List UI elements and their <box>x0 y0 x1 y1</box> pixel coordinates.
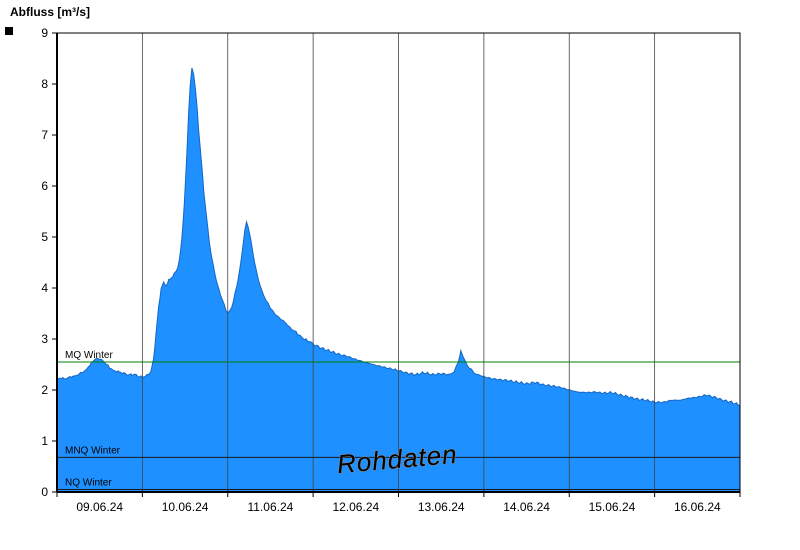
chart-title: Abfluss [m³/s] <box>10 5 91 19</box>
y-tick-label: 8 <box>41 77 48 91</box>
y-tick-label: 0 <box>41 485 48 499</box>
y-tick-label: 5 <box>41 230 48 244</box>
x-tick-label: 11.06.24 <box>248 500 294 514</box>
x-tick-label: 13.06.24 <box>418 500 465 514</box>
x-tick-label: 15.06.24 <box>589 500 636 514</box>
ref-label-mnq-winter: MNQ Winter <box>65 445 121 456</box>
discharge-line <box>56 67 741 406</box>
y-tick-label: 7 <box>41 128 48 142</box>
x-tick-label: 12.06.24 <box>332 500 379 514</box>
y-tick-label: 9 <box>41 26 48 40</box>
y-tick-label: 4 <box>41 281 48 295</box>
y-tick-label: 3 <box>41 332 48 346</box>
y-tick-label: 2 <box>41 383 48 397</box>
ref-label-nq-winter: NQ Winter <box>65 477 112 488</box>
x-tick-label: 16.06.24 <box>674 500 721 514</box>
corner-marker-icon <box>5 27 13 35</box>
ref-label-mq-winter: MQ Winter <box>65 350 113 361</box>
y-tick-label: 6 <box>41 179 48 193</box>
x-tick-label: 10.06.24 <box>162 500 209 514</box>
x-tick-label: 14.06.24 <box>503 500 550 514</box>
y-tick-label: 1 <box>41 434 48 448</box>
x-tick-label: 09.06.24 <box>76 500 123 514</box>
